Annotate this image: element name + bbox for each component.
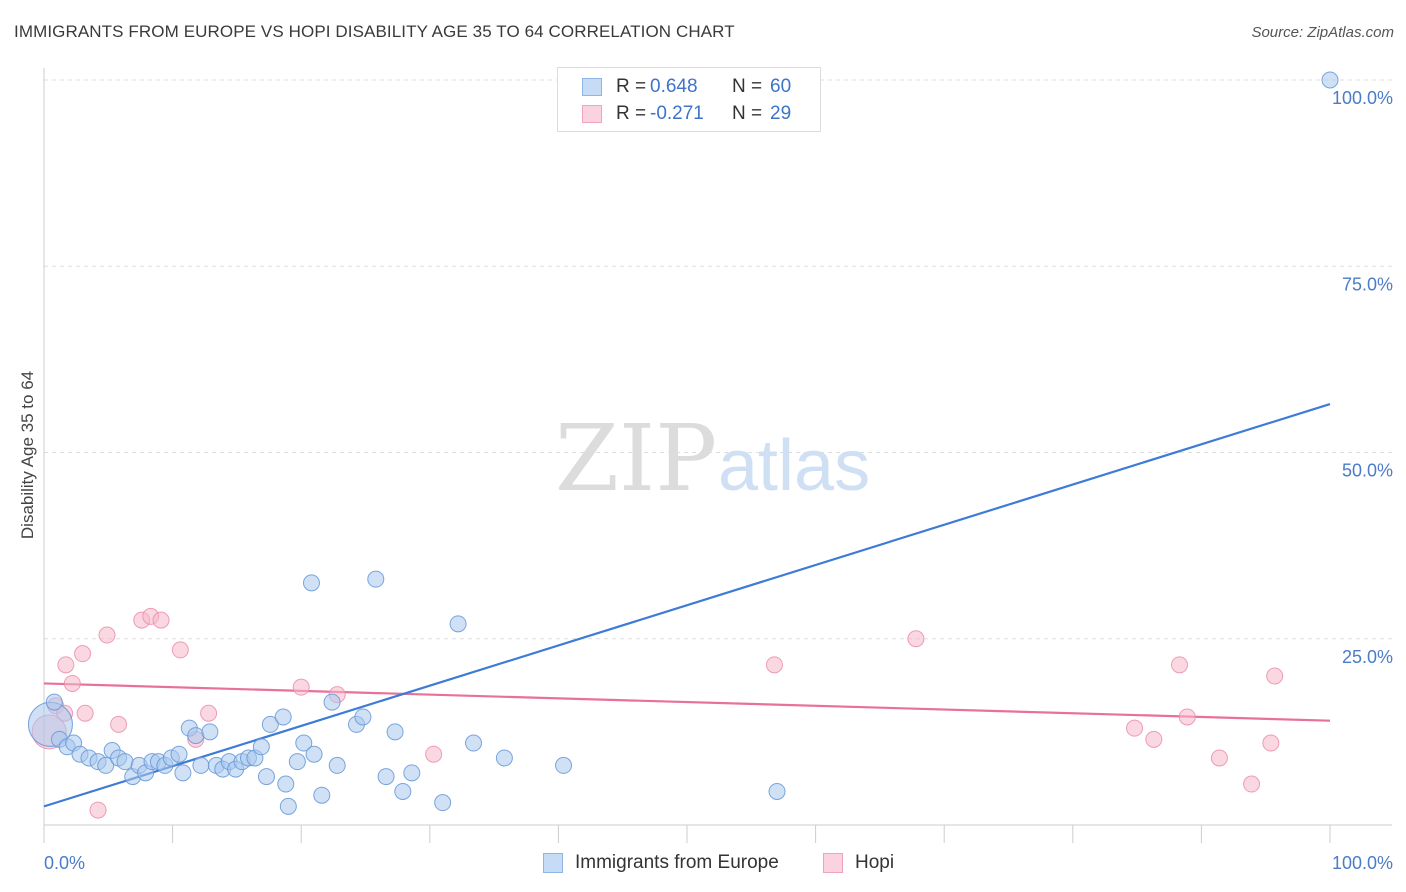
- hopi-point: [425, 745, 443, 763]
- hopi-point: [152, 611, 170, 629]
- europe-point: [367, 570, 385, 588]
- europe-point: [170, 745, 188, 763]
- watermark-atlas: atlas: [718, 426, 870, 506]
- hopi-point: [98, 626, 116, 644]
- europe-point: [274, 708, 292, 726]
- hopi-point: [292, 678, 310, 696]
- europe-point: [201, 723, 219, 741]
- hopi-point: [1126, 719, 1144, 737]
- europe-point: [116, 753, 134, 771]
- europe-point: [328, 756, 346, 774]
- y-tick-label: 25.0%: [1342, 647, 1393, 667]
- europe-point: [323, 693, 341, 711]
- europe-point: [377, 768, 395, 786]
- hopi-point: [1178, 708, 1196, 726]
- europe-point: [555, 756, 573, 774]
- y-tick-label: 75.0%: [1342, 274, 1393, 294]
- europe-point: [449, 615, 467, 633]
- legend-n-label: N =: [732, 76, 763, 97]
- axes: [43, 68, 1392, 843]
- europe-point: [192, 756, 210, 774]
- hopi-point: [171, 641, 189, 659]
- legend-r-value: 0.648: [650, 76, 698, 97]
- hopi-point: [1145, 730, 1163, 748]
- y-tick-label: 50.0%: [1342, 461, 1393, 481]
- europe-point: [45, 693, 63, 711]
- europe-point: [257, 768, 275, 786]
- y-tick-label: 100.0%: [1332, 88, 1393, 108]
- legend-n-value: 60: [770, 76, 792, 97]
- europe-point: [354, 708, 372, 726]
- europe-point: [403, 764, 421, 782]
- bottom-legend-swatch-europe: [543, 853, 563, 873]
- watermark-zip: ZIP: [555, 405, 717, 512]
- europe-point: [288, 753, 306, 771]
- legend-n-label: N =: [732, 103, 763, 124]
- y-axis-title: Disability Age 35 to 64: [18, 371, 37, 539]
- bottom-legend-swatch-hopi: [823, 853, 843, 873]
- hopi-point: [1266, 667, 1284, 685]
- watermark: ZIP atlas: [555, 405, 870, 512]
- hopi-point: [200, 704, 218, 722]
- legend-n-value: 29: [770, 103, 792, 124]
- bottom-legend-label-hopi: Hopi: [855, 852, 895, 873]
- hopi-point: [57, 656, 75, 674]
- x-tick-label: 100.0%: [1332, 853, 1393, 873]
- legend: R = 0.648 N = 60 R = -0.271 N = 29: [557, 67, 821, 132]
- legend-r-value: -0.271: [650, 103, 704, 124]
- europe-point: [465, 734, 483, 752]
- hopi-point: [76, 704, 94, 722]
- hopi-point: [907, 630, 925, 648]
- europe-point: [1321, 71, 1339, 89]
- legend-r-label: R =: [616, 76, 647, 97]
- europe-point: [313, 786, 331, 804]
- europe-point: [386, 723, 404, 741]
- hopi-point: [1171, 656, 1189, 674]
- europe-point: [295, 734, 313, 752]
- europe-point: [187, 727, 205, 745]
- hopi-point: [1243, 775, 1261, 793]
- source-label: Source: ZipAtlas.com: [1251, 24, 1394, 41]
- europe-point: [97, 756, 115, 774]
- europe-point: [261, 715, 279, 733]
- europe-point: [279, 797, 297, 815]
- europe-point: [305, 745, 323, 763]
- europe-point: [302, 574, 320, 592]
- hopi-point: [1262, 734, 1280, 752]
- hopi-point: [110, 715, 128, 733]
- legend-r-label: R =: [616, 103, 647, 124]
- europe-point: [394, 782, 412, 800]
- europe-point: [277, 775, 295, 793]
- europe-point: [252, 738, 270, 756]
- europe-point: [768, 782, 786, 800]
- hopi-point: [74, 645, 92, 663]
- hopi-trend-line: [43, 682, 1331, 722]
- europe-point: [174, 764, 192, 782]
- europe-point: [434, 794, 452, 812]
- hopi-point: [89, 801, 107, 819]
- legend-swatch-europe: [582, 78, 602, 96]
- hopi-point: [63, 674, 81, 692]
- hopi-point: [765, 656, 783, 674]
- europe-point: [495, 749, 513, 767]
- europe-points: [27, 71, 1339, 815]
- chart-title: IMMIGRANTS FROM EUROPE VS HOPI DISABILIT…: [14, 22, 735, 41]
- legend-swatch-hopi: [582, 105, 602, 123]
- x-tick-label: 0.0%: [44, 853, 85, 873]
- tick-labels: 25.0% 50.0% 75.0% 100.0% 0.0% 100.0%: [44, 88, 1393, 873]
- hopi-point: [1210, 749, 1228, 767]
- grid-lines: [44, 79, 1392, 640]
- bottom-legend-label-europe: Immigrants from Europe: [575, 852, 779, 873]
